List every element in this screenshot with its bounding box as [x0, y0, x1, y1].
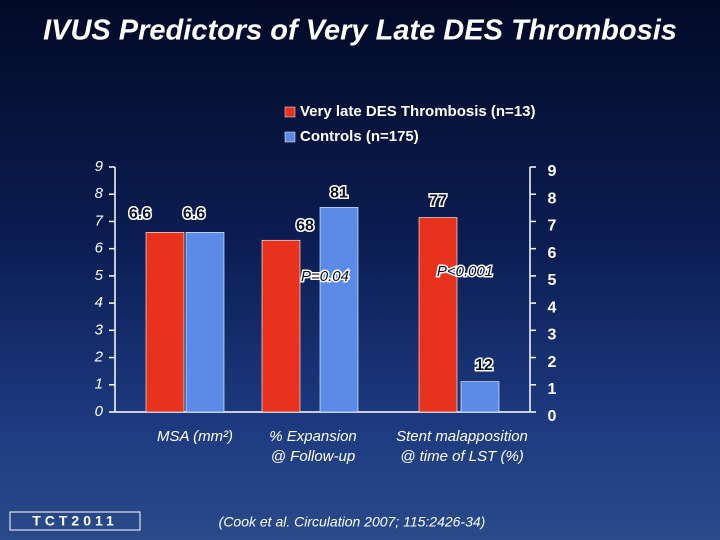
y2-tick-label: 4: [548, 299, 557, 316]
y-tick-label: 7: [95, 212, 104, 229]
legend-label: Controls (n=175): [300, 128, 419, 145]
y-tick-label: 8: [95, 185, 104, 202]
legend-label: Very late DES Thrombosis (n=13): [300, 103, 536, 120]
value-label: 77: [429, 193, 447, 210]
bar: [319, 207, 359, 413]
value-label: 68: [296, 217, 314, 234]
logo-frame: [9, 511, 141, 531]
annotation: P=0.04: [301, 268, 349, 285]
legend-swatch: [284, 106, 296, 118]
category-label: MSA (mm²): [156, 428, 234, 445]
legend-swatch: [284, 131, 296, 143]
y2-tick-label: 3: [548, 327, 557, 344]
y-tick-label: 1: [95, 376, 103, 393]
y-tick-label: 6: [95, 240, 104, 257]
value-label: 6.6: [183, 206, 205, 223]
y2-tick-label: 9: [548, 163, 557, 180]
y-tick-label: 0: [95, 403, 104, 420]
annotation: P<0.001: [437, 263, 493, 280]
y-tick-label: 3: [95, 321, 104, 338]
bar: [460, 381, 500, 413]
bar: [418, 217, 458, 413]
y2-tick-label: 2: [548, 354, 557, 371]
logo: TCT2011: [32, 513, 118, 529]
y-tick-label: 9: [95, 158, 104, 175]
bar: [261, 239, 301, 413]
y2-tick-label: 1: [548, 381, 557, 398]
bar: [145, 232, 185, 413]
y2-tick-label: 6: [548, 245, 557, 262]
citation: (Cook et al. Circulation 2007; 115:2426-…: [219, 514, 486, 530]
category-label: Stent malapposition @ time of LST (%): [396, 428, 528, 465]
category-label: % Expansion @ Follow-up: [269, 428, 357, 465]
y-tick-label: 4: [95, 294, 103, 311]
slide-title: IVUS Predictors of Very Late DES Thrombo…: [43, 15, 677, 47]
y-tick-label: 2: [94, 349, 104, 366]
y2-tick-label: 0: [548, 408, 557, 425]
y2-tick-label: 8: [548, 190, 557, 207]
value-label: 12: [475, 357, 493, 374]
value-label: 6.6: [129, 206, 151, 223]
bar: [185, 232, 225, 413]
y-tick-label: 5: [95, 267, 104, 284]
y2-tick-label: 5: [548, 272, 557, 289]
y2-tick-label: 7: [548, 218, 557, 235]
value-label: 81: [330, 185, 348, 202]
